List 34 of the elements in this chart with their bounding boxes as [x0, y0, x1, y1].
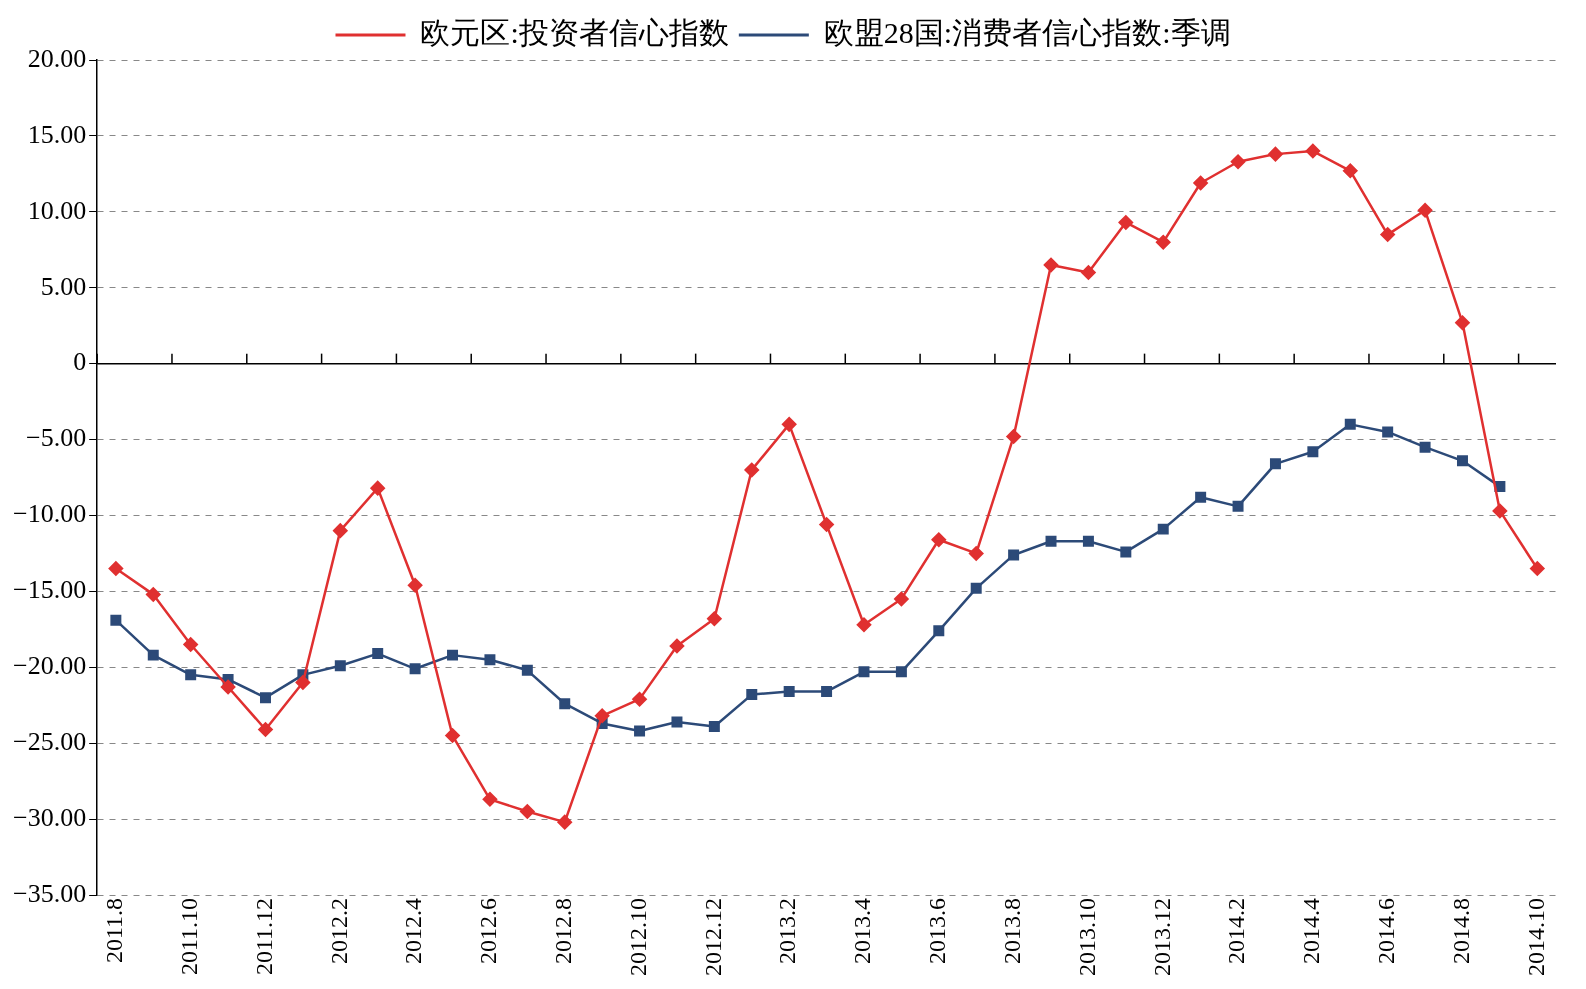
x-tick-label: 2014.4 — [1298, 898, 1325, 964]
x-tick-label: 2011.12 — [250, 898, 277, 976]
x-tick-label: 2012.12 — [699, 898, 726, 976]
x-tick-label: 2011.10 — [175, 898, 202, 976]
legend-label: 欧盟28国:消费者信心指数:季调 — [823, 15, 1231, 49]
x-tick-label: 2013.10 — [1073, 898, 1100, 976]
y-tick-label: 10.00 — [27, 195, 87, 225]
x-tick-label: 2012.8 — [550, 898, 577, 964]
x-tick-label: 2014.8 — [1447, 898, 1474, 964]
y-tick-label: −10.00 — [12, 499, 87, 529]
x-tick-label: 2014.2 — [1223, 898, 1250, 964]
x-tick-label: 2012.4 — [400, 898, 427, 964]
x-tick-label: 2011.8 — [101, 898, 128, 964]
x-tick-label: 2013.6 — [924, 898, 951, 964]
y-tick-label: 20.00 — [27, 43, 87, 73]
y-tick-label: 0 — [73, 347, 87, 377]
y-tick-label: −25.00 — [12, 727, 87, 757]
x-tick-label: 2013.4 — [849, 898, 876, 964]
y-tick-label: 5.00 — [40, 271, 87, 301]
x-tick-label: 2013.12 — [1148, 898, 1175, 976]
y-tick-label: −15.00 — [12, 575, 87, 605]
x-tick-label: 2012.10 — [624, 898, 651, 976]
x-tick-label: 2013.2 — [774, 898, 801, 964]
y-tick-label: −30.00 — [12, 802, 87, 832]
y-tick-label: −20.00 — [12, 651, 87, 681]
y-tick-label: 15.00 — [27, 119, 87, 149]
legend-label: 欧元区:投资者信心指数 — [420, 15, 729, 49]
y-tick-label: −35.00 — [12, 878, 87, 908]
x-tick-label: 2013.8 — [998, 898, 1025, 964]
x-tick-label: 2012.6 — [475, 898, 502, 964]
y-tick-label: −5.00 — [25, 423, 87, 453]
x-tick-label: 2012.2 — [325, 898, 352, 964]
x-tick-label: 2014.10 — [1522, 898, 1549, 976]
x-tick-label: 2014.6 — [1372, 898, 1399, 964]
